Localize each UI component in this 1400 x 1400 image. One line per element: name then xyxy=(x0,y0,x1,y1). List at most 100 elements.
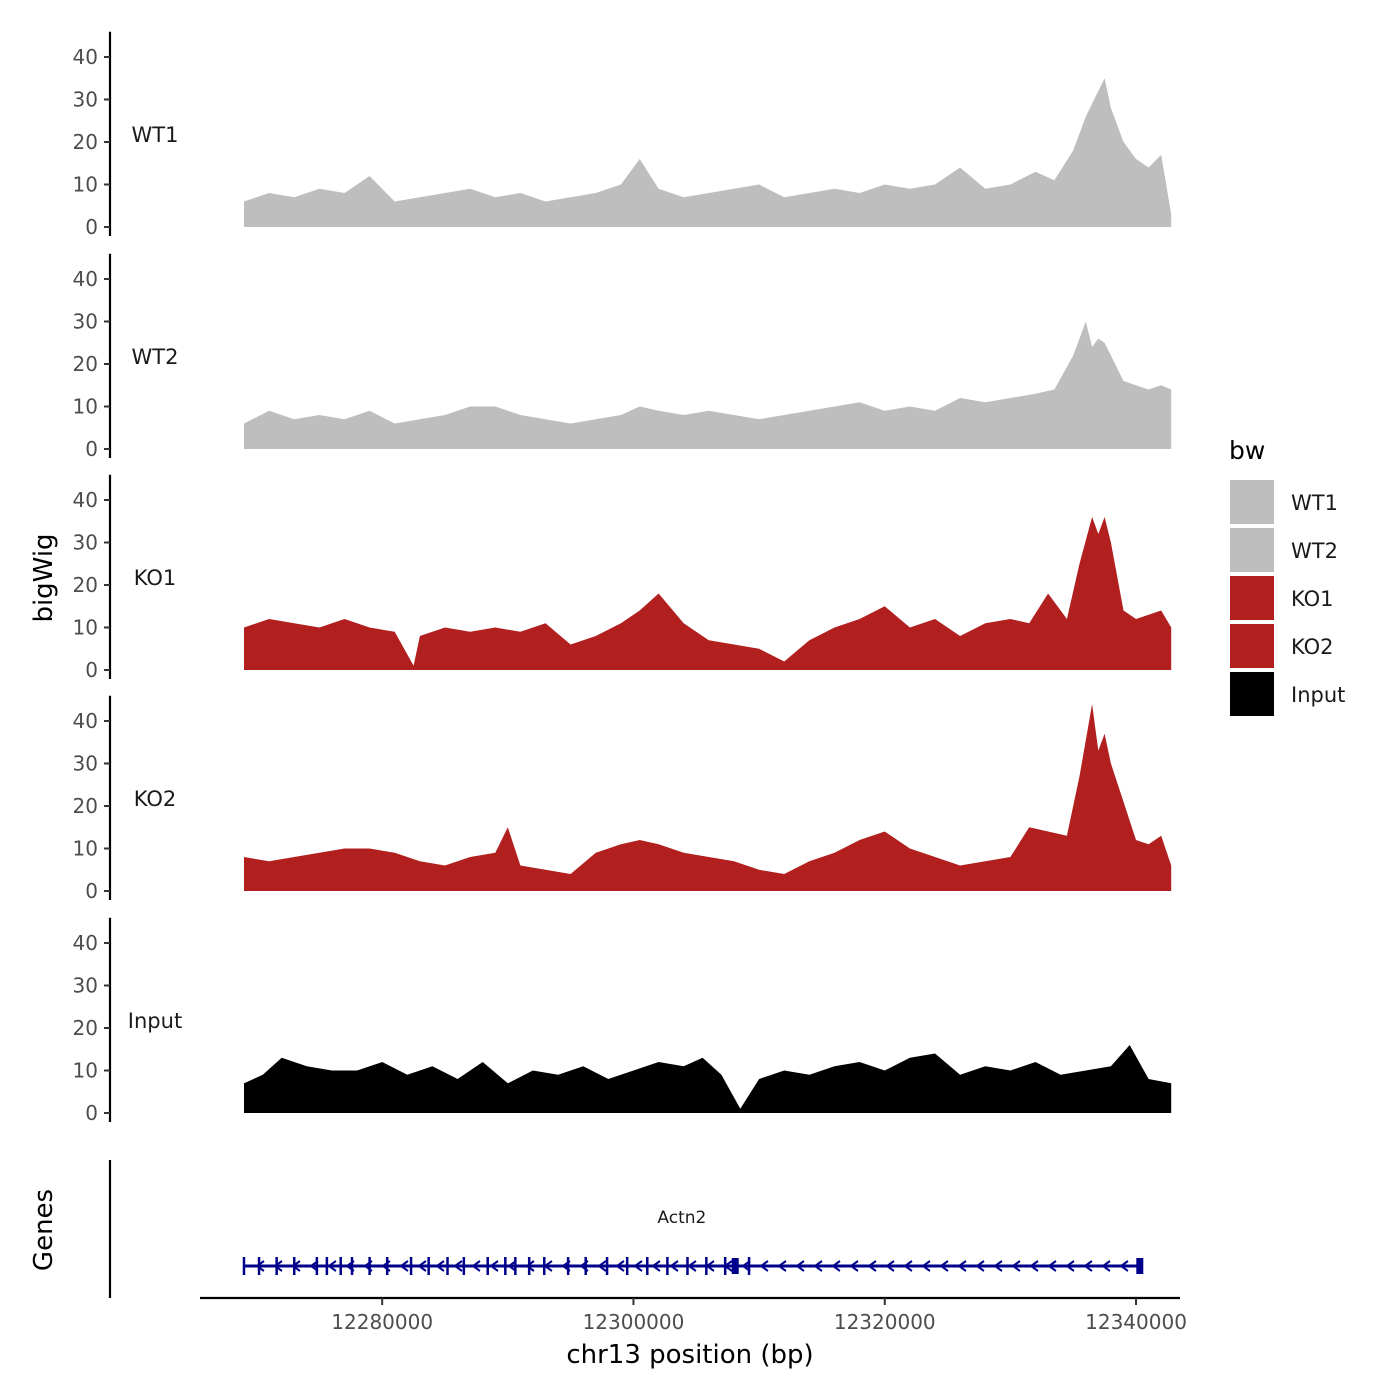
gene-exon xyxy=(646,1257,649,1275)
legend-label-input: Input xyxy=(1291,683,1345,707)
y-tick-label: 30 xyxy=(73,310,98,334)
y-tick-label: 10 xyxy=(73,837,98,861)
strand-arrow xyxy=(741,1260,751,1272)
strand-arrow xyxy=(1083,1260,1093,1272)
x-axis: 12280000 12300000 12320000 12340000 xyxy=(200,1296,1187,1334)
track-label: Input xyxy=(128,1009,182,1033)
strand-arrow xyxy=(759,1260,769,1272)
coverage-area-ko2 xyxy=(244,704,1172,891)
strand-arrow xyxy=(669,1260,679,1272)
strand-arrow xyxy=(399,1260,409,1272)
y-tick-label: 30 xyxy=(73,531,98,555)
gene-exon xyxy=(486,1257,489,1275)
strand-arrow xyxy=(525,1260,535,1272)
strand-arrow xyxy=(813,1260,823,1272)
gene-exon xyxy=(731,1258,739,1274)
coverage-tracks: 0 10 20 30 40 WT1 0 10 20 30 40 WT2 0 10 20 30 40 KO1 0 10 2… xyxy=(73,31,1172,1125)
genes-panel: Actn2 xyxy=(108,1160,1144,1298)
gene-exon xyxy=(257,1257,261,1275)
gene-actn2: Actn2 xyxy=(242,1208,1144,1275)
legend-label-ko1: KO1 xyxy=(1291,587,1334,611)
x-tick-label: 12320000 xyxy=(834,1310,936,1334)
gene-exon xyxy=(462,1257,466,1275)
legend-key-wt1 xyxy=(1230,480,1274,524)
track-label: KO2 xyxy=(134,787,177,811)
strand-arrow xyxy=(1029,1260,1039,1272)
strand-arrow xyxy=(633,1260,643,1272)
gene-exon xyxy=(605,1257,609,1275)
legend-label-wt2: WT2 xyxy=(1291,539,1338,563)
y-tick-label: 10 xyxy=(73,395,98,419)
strand-arrow xyxy=(327,1260,337,1272)
gene-exon xyxy=(543,1257,546,1275)
strand-arrow xyxy=(831,1260,841,1272)
y-tick-label: 20 xyxy=(73,794,98,818)
gene-exon xyxy=(427,1257,430,1275)
legend: bw WT1 WT2 KO1 KO2 Input xyxy=(1229,436,1345,716)
strand-arrow xyxy=(1065,1260,1075,1272)
y-tick-label: 20 xyxy=(73,573,98,597)
coverage-area-ko1 xyxy=(244,517,1172,670)
y-tick-label: 0 xyxy=(85,215,98,239)
gene-exon xyxy=(292,1257,296,1275)
gene-exon xyxy=(625,1257,629,1275)
y-tick-label: 30 xyxy=(73,974,98,998)
strand-arrow xyxy=(1011,1260,1021,1272)
gene-exon xyxy=(368,1257,371,1275)
y-tick-label: 0 xyxy=(85,879,98,903)
y-tick-label: 10 xyxy=(73,616,98,640)
strand-arrow xyxy=(615,1260,625,1272)
x-tick-label: 12340000 xyxy=(1085,1310,1187,1334)
y-tick-label: 0 xyxy=(85,437,98,461)
strand-arrow xyxy=(1119,1260,1129,1272)
strand-arrow xyxy=(687,1260,697,1272)
strand-arrow xyxy=(291,1260,301,1272)
gene-exon xyxy=(747,1257,751,1275)
gene-exon xyxy=(242,1257,246,1275)
genes-axis-title: Genes xyxy=(29,1189,59,1271)
track-ko1: 0 10 20 30 40 KO1 xyxy=(73,474,1172,682)
strand-arrow xyxy=(507,1260,517,1272)
x-tick-label: 12300000 xyxy=(583,1310,685,1334)
y-tick-label: 30 xyxy=(73,88,98,112)
y-tick-label: 20 xyxy=(73,1016,98,1040)
gene-exon xyxy=(514,1257,517,1275)
strand-arrow xyxy=(255,1260,265,1272)
y-tick-label: 10 xyxy=(73,173,98,197)
track-wt1: 0 10 20 30 40 WT1 xyxy=(73,31,1172,239)
strand-arrow xyxy=(975,1260,985,1272)
y-axis-title: bigWig xyxy=(29,533,59,622)
strand-arrow xyxy=(939,1260,949,1272)
y-tick-label: 40 xyxy=(73,709,98,733)
coverage-area-wt1 xyxy=(244,78,1172,227)
y-tick-label: 20 xyxy=(73,352,98,376)
strand-arrow xyxy=(471,1260,481,1272)
legend-key-ko1 xyxy=(1230,576,1274,620)
strand-arrow xyxy=(957,1260,967,1272)
gene-exon xyxy=(325,1257,329,1275)
y-tick-label: 40 xyxy=(73,45,98,69)
y-tick-label: 0 xyxy=(85,658,98,682)
gene-exon xyxy=(385,1257,389,1275)
gene-exon xyxy=(275,1257,278,1275)
gene-exon xyxy=(666,1257,669,1275)
strand-arrow xyxy=(651,1260,661,1272)
strand-arrow xyxy=(777,1260,787,1272)
strand-arrow xyxy=(867,1260,877,1272)
strand-arrow xyxy=(597,1260,607,1272)
gene-exon xyxy=(723,1257,727,1275)
gene-exon xyxy=(504,1257,507,1275)
track-wt2: 0 10 20 30 40 WT2 xyxy=(73,253,1172,461)
gene-exon xyxy=(409,1257,413,1275)
y-tick-label: 40 xyxy=(73,267,98,291)
y-tick-label: 10 xyxy=(73,1059,98,1083)
y-tick-label: 30 xyxy=(73,752,98,776)
gene-exon xyxy=(339,1257,342,1275)
strand-arrow xyxy=(795,1260,805,1272)
gene-exon xyxy=(350,1257,354,1275)
gene-exon xyxy=(566,1257,570,1275)
gene-exon xyxy=(705,1257,708,1275)
strand-arrow xyxy=(885,1260,895,1272)
track-ko2: 0 10 20 30 40 KO2 xyxy=(73,695,1172,903)
coverage-area-wt2 xyxy=(244,321,1172,449)
